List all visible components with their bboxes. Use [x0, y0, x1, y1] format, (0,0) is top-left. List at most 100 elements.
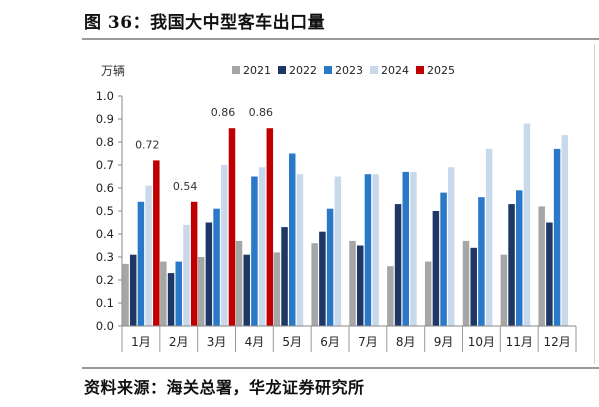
bar-2023 — [175, 261, 182, 326]
bar-2021 — [424, 261, 432, 326]
bar-2022 — [356, 245, 364, 326]
bar-2024 — [145, 185, 152, 326]
bar-2024 — [410, 171, 417, 326]
bar-2024 — [523, 123, 531, 326]
bar-2024 — [334, 176, 342, 326]
x-tick-label: 12月 — [543, 335, 570, 349]
y-tick-label: 0.3 — [96, 250, 114, 264]
y-tick-label: 0.4 — [96, 227, 114, 241]
bar-2024 — [485, 148, 493, 326]
data-label: 0.72 — [135, 138, 160, 151]
bar-2021 — [122, 263, 129, 326]
bar-2022 — [394, 204, 402, 326]
bar-2025 — [153, 160, 160, 326]
legend-swatch — [324, 66, 332, 74]
figure-title: 图 36：我国大中型客车出口量 — [84, 13, 326, 33]
x-tick-label: 8月 — [396, 335, 416, 349]
bar-2025 — [190, 201, 198, 326]
y-tick-label: 0.7 — [96, 158, 114, 172]
y-tick-label: 0.9 — [96, 112, 114, 126]
bar-2024 — [372, 174, 379, 326]
bar-2022 — [508, 204, 515, 326]
bar-2022 — [319, 231, 326, 326]
x-tick-label: 4月 — [245, 335, 265, 349]
bar-2022 — [432, 211, 440, 326]
legend-swatch — [232, 66, 240, 74]
bar-2023 — [516, 190, 523, 326]
y-tick-label: 0.5 — [96, 204, 114, 218]
bar-2021 — [273, 252, 281, 326]
x-tick-label: 10月 — [468, 335, 495, 349]
x-tick-label: 3月 — [207, 335, 227, 349]
data-label: 0.86 — [211, 106, 236, 119]
bar-2021 — [349, 240, 356, 326]
bar-2021 — [462, 240, 470, 326]
y-tick-label: 1.0 — [96, 89, 114, 103]
bar-2023 — [478, 197, 485, 326]
bar-2021 — [500, 254, 508, 326]
legend-swatch — [370, 66, 378, 74]
x-tick-label: 5月 — [282, 335, 302, 349]
title-rule — [82, 38, 599, 40]
bar-2025 — [228, 128, 236, 326]
x-tick-label: 1月 — [131, 335, 151, 349]
bar-2022 — [205, 222, 213, 326]
bar-2025 — [266, 128, 274, 326]
legend-label: 2025 — [427, 64, 455, 77]
x-tick-label: 9月 — [434, 335, 454, 349]
bar-2024 — [448, 167, 455, 326]
y-tick-label: 0.8 — [96, 135, 114, 149]
bars — [122, 123, 569, 326]
bar-2023 — [440, 192, 447, 326]
x-tick-label: 7月 — [358, 335, 378, 349]
bar-2023 — [213, 208, 220, 326]
bar-2024 — [221, 165, 228, 326]
bar-2023 — [137, 201, 145, 326]
data-labels: 0.72 0.54 0.86 0.86 — [135, 106, 273, 193]
bar-2023 — [251, 176, 258, 326]
data-label: 0.54 — [173, 180, 198, 193]
y-tick-label: 0.1 — [96, 296, 114, 310]
x-tick-label: 2月 — [169, 335, 189, 349]
legend-label: 2021 — [243, 64, 271, 77]
legend-swatch — [278, 66, 286, 74]
y-tick-label: 0.6 — [96, 181, 114, 195]
bar-2021 — [387, 266, 394, 326]
y-tick-label: 0.2 — [96, 273, 114, 287]
y-axis: 0.0 0.1 0.2 0.3 0.4 0.5 0.6 0.7 0.8 0.9 1.0 — [96, 89, 123, 333]
bar-2022 — [281, 227, 288, 326]
bar-2021 — [538, 206, 545, 326]
legend-label: 2023 — [335, 64, 363, 77]
bar-2023 — [326, 208, 334, 326]
bar-2024 — [183, 224, 190, 326]
x-tick-label: 11月 — [506, 335, 533, 349]
bar-2023 — [364, 174, 372, 326]
bar-2021 — [311, 243, 318, 326]
bar-2022 — [546, 222, 553, 326]
y-tick-label: 0.0 — [96, 319, 114, 333]
data-label: 0.86 — [249, 106, 274, 119]
bar-2021 — [160, 261, 167, 326]
source-note: 资料来源：海关总署，华龙证券研究所 — [84, 378, 365, 397]
bar-2022 — [470, 247, 477, 326]
bar-2023 — [402, 171, 409, 326]
legend-label: 2022 — [289, 64, 317, 77]
bar-2021 — [235, 240, 243, 326]
bar-2024 — [258, 167, 266, 326]
bar-2024 — [561, 135, 569, 326]
bar-2021 — [197, 257, 205, 326]
bar-2022 — [129, 254, 137, 326]
legend-swatch — [416, 66, 424, 74]
chart-frame-edge — [594, 44, 595, 364]
legend: 2021 2022 2023 2024 2025 — [232, 64, 455, 77]
x-tick-label: 6月 — [320, 335, 340, 349]
bar-2024 — [296, 174, 304, 326]
bar-2022 — [167, 273, 175, 326]
x-axis: 1月 2月 3月 4月 5月 6月 7月 8月 9月 10月 11月 12月 — [121, 325, 577, 352]
source-rule — [82, 367, 599, 369]
bar-2023 — [289, 153, 296, 326]
legend-label: 2024 — [381, 64, 409, 77]
y-axis-label: 万辆 — [101, 64, 125, 78]
bar-2023 — [553, 148, 561, 326]
